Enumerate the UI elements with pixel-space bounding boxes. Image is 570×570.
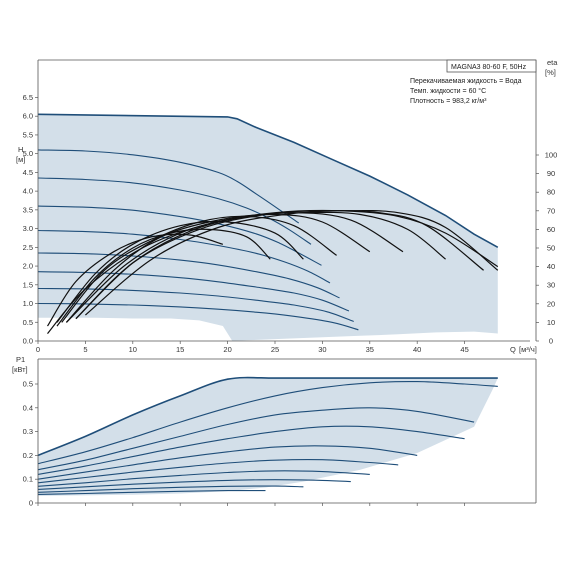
head-envelope-area	[38, 114, 498, 341]
eta-axis-label: eta	[547, 58, 558, 67]
eta-tick-label: 50	[547, 244, 555, 253]
eta-tick-label: 10	[547, 318, 555, 327]
head-tick-label: 6.0	[23, 112, 33, 121]
flow-tick-label: 15	[176, 345, 184, 354]
eta-tick-label: 40	[547, 262, 555, 271]
flow-tick-label: 10	[129, 345, 137, 354]
head-tick-label: 2.0	[23, 262, 33, 271]
density-info: Плотность = 983,2 кг/м³	[410, 98, 487, 105]
flow-tick-label: 25	[271, 345, 279, 354]
head-axis-unit: [м]	[16, 155, 25, 164]
eta-tick-label: 60	[547, 225, 555, 234]
flow-tick-label: 45	[460, 345, 468, 354]
flow-tick-label: 5	[83, 345, 87, 354]
power-tick-label: 0.1	[23, 475, 33, 484]
power-curve-2	[37, 381, 498, 465]
head-tick-label: 2.5	[23, 243, 33, 252]
power-curve-5	[37, 445, 418, 480]
power-tick-label: 0.3	[23, 427, 33, 436]
head-tick-label: 5.0	[23, 149, 33, 158]
flow-tick-label: 20	[223, 345, 231, 354]
temperature-info: Темп. жидкости = 60 °C	[410, 87, 486, 95]
head-tick-label: 1.0	[23, 299, 33, 308]
head-tick-label: 4.5	[23, 168, 33, 177]
flow-tick-label: 30	[318, 345, 326, 354]
efficiency-curve-9	[85, 209, 499, 316]
power-curve-3	[37, 407, 475, 471]
head-tick-label: 1.5	[23, 280, 33, 289]
power-curve-6	[37, 458, 399, 484]
head-curve-4	[37, 229, 331, 284]
power-tick-label: 0.2	[23, 451, 33, 460]
power-curve-9	[37, 485, 304, 493]
head-axis-label: H	[18, 145, 23, 154]
head-tick-label: 6.5	[23, 93, 33, 102]
head-curve-1	[37, 149, 300, 224]
flow-axis-unit: [м³/ч]	[519, 345, 537, 354]
head-tick-label: 3.5	[23, 205, 33, 214]
power-curve-1	[37, 376, 498, 457]
head-tick-label: 0.5	[23, 318, 33, 327]
flow-tick-label: 0	[36, 345, 40, 354]
head-tick-label: 3.0	[23, 224, 33, 233]
eta-tick-label: 30	[547, 281, 555, 290]
head-tick-label: 4.0	[23, 187, 33, 196]
head-curve-2	[37, 177, 312, 245]
eta-tick-label: 0	[549, 337, 553, 346]
power-curve-7	[37, 470, 370, 487]
model-title-box	[446, 59, 537, 73]
eta-tick-label: 70	[547, 206, 555, 215]
power-tick-label: 0.5	[23, 380, 33, 389]
power-envelope-area	[38, 378, 498, 496]
power-curve-8	[37, 479, 351, 490]
model-title: MAGNA3 80-60 F, 50Hz	[451, 64, 527, 71]
flow-axis-label: Q	[510, 345, 516, 354]
efficiency-curve-4	[61, 215, 337, 323]
power-curve-4	[37, 425, 465, 475]
efficiency-curve-3	[56, 220, 304, 323]
power-axis-label: P1	[16, 355, 25, 364]
eta-tick-label: 20	[547, 299, 555, 308]
head-tick-label: 5.5	[23, 130, 33, 139]
fluid-info: Перекачиваемая жидкость = Вода	[410, 78, 522, 85]
head-plot: 0.0 0.5 1.0 1.5 2.0 2.5 3.0 3.5 4.0 4.5 5.0 5.5 6.0 6…	[23, 59, 558, 354]
power-tick-label: 0	[29, 499, 33, 508]
efficiency-curve-5	[65, 213, 371, 323]
eta-tick-label: 100	[545, 151, 558, 160]
eta-axis-unit: [%]	[545, 68, 556, 77]
flow-tick-label: 40	[413, 345, 421, 354]
power-curve-10	[37, 490, 266, 495]
eta-tick-label: 80	[547, 188, 555, 197]
power-plot: 0 0.1 0.2 0.3 0.4 0.5	[23, 358, 537, 508]
head-tick-label: 0.0	[23, 337, 33, 346]
efficiency-curve-10	[47, 209, 499, 334]
efficiency-curve-1	[46, 233, 224, 327]
head-envelope-max	[37, 113, 499, 249]
head-curve-8	[37, 302, 359, 331]
flow-tick-label: 35	[366, 345, 374, 354]
power-axis-unit: [кВт]	[12, 365, 28, 374]
power-tick-label: 0.4	[23, 403, 33, 412]
head-curve-5	[37, 252, 340, 299]
eta-tick-label: 90	[547, 169, 555, 178]
